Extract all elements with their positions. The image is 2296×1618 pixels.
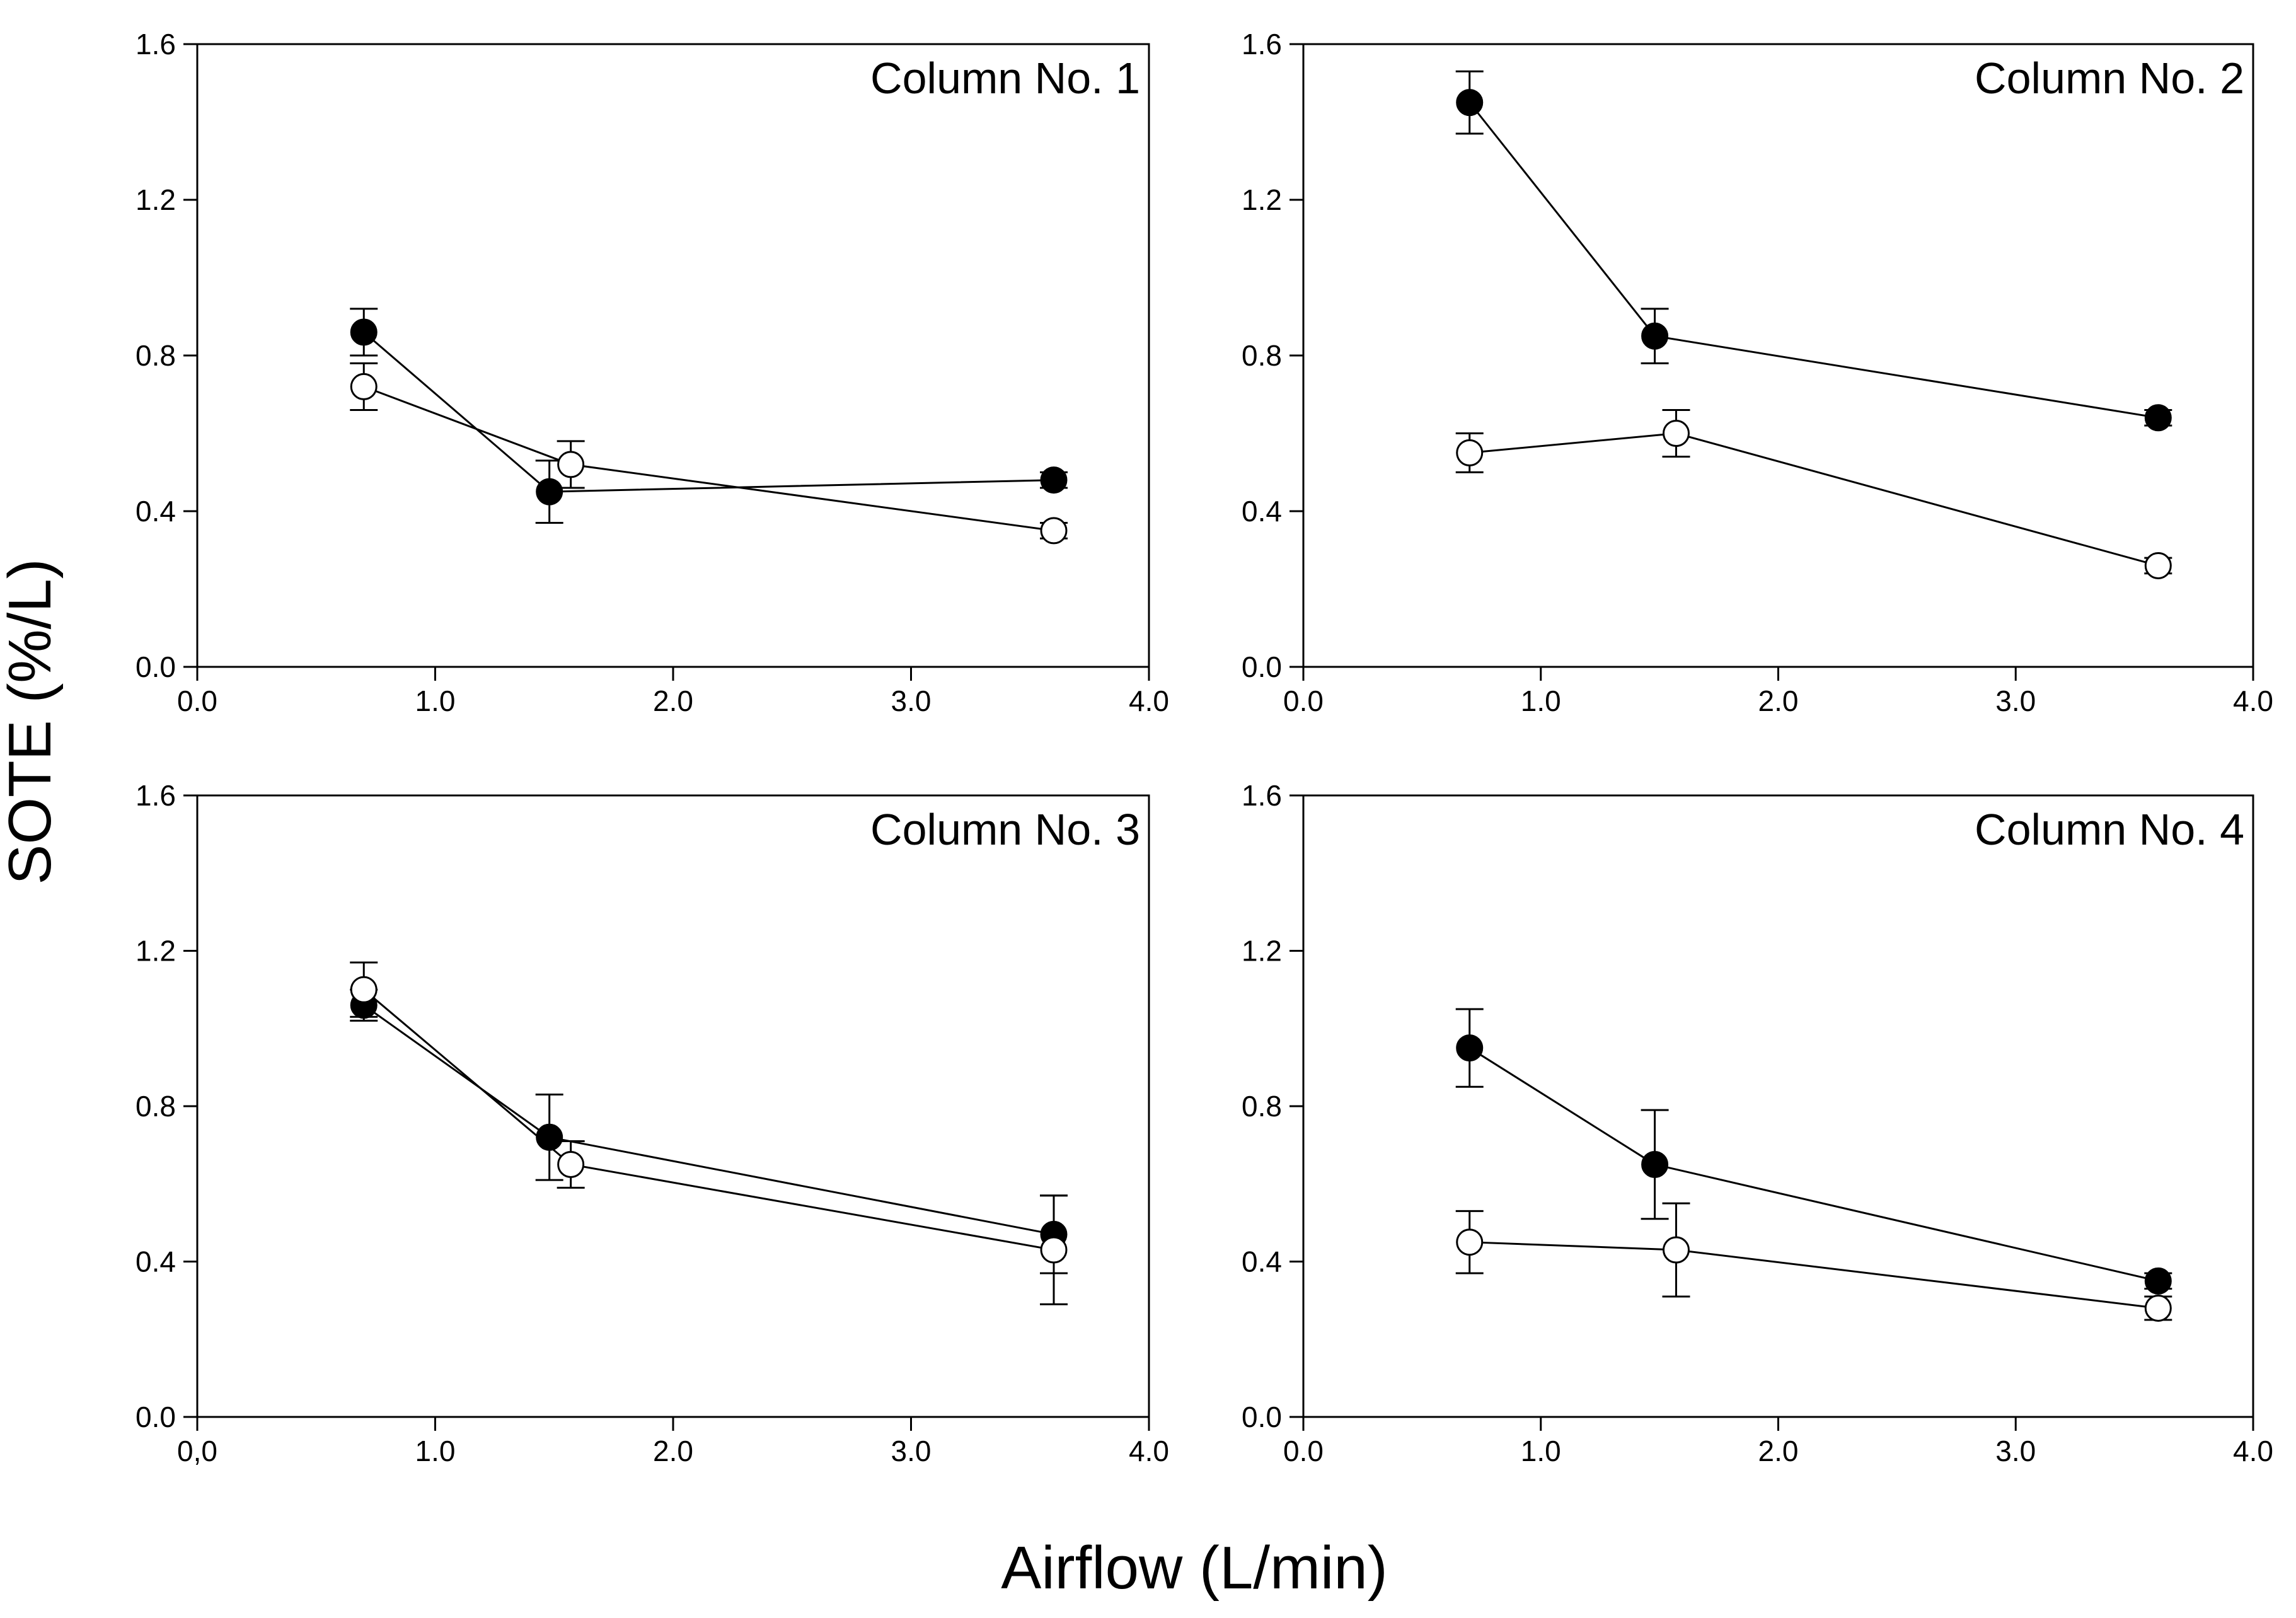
- x-tick-label: 4.0: [1129, 1435, 1169, 1467]
- series-line-open: [363, 385, 1054, 532]
- panel-3: 0,0 1.0 2.0 3.0 4.0 0.0 0.4 0.8 1.2 1.6 Column No.…: [136, 779, 1169, 1467]
- y-tick-label: 0.4: [1242, 495, 1282, 528]
- panel-4: 0.0 1.0 2.0 3.0 4.0 0.0 0.4 0.8 1.2 1.6 Column No.…: [1242, 779, 2273, 1467]
- y-tick-label: 0.8: [1242, 339, 1282, 372]
- x-tick-label: 2.0: [653, 685, 693, 717]
- x-tick-label: 0.0: [1283, 1435, 1324, 1467]
- chart-panels: 0.0 1.0 2.0 3.0 4.0 0.0 0.4 0.8 1.2 1.6 Column No.…: [136, 28, 2273, 1467]
- x-tick-label: 2.0: [1758, 1435, 1799, 1467]
- series-line-filled: [363, 331, 1054, 493]
- series-line-filled: [363, 1004, 1054, 1235]
- series-line-open: [1469, 1241, 2159, 1309]
- y-tick-label: 0.0: [136, 1401, 176, 1433]
- filled-point: [2144, 1267, 2172, 1295]
- panel-title: Column No. 1: [870, 54, 1140, 103]
- x-tick-label: 3.0: [891, 685, 932, 717]
- y-tick-label: 1.6: [1242, 779, 1282, 812]
- filled-point: [1040, 466, 1068, 494]
- y-tick-label: 0.8: [1242, 1090, 1282, 1123]
- x-tick-label: 1.0: [415, 1435, 456, 1467]
- x-axis-title: Airflow (L/min): [1001, 1534, 1387, 1602]
- y-tick-label: 1.2: [1242, 935, 1282, 968]
- y-tick-label: 1.2: [136, 935, 176, 968]
- open-point: [350, 373, 378, 400]
- x-tick-label: 3.0: [1995, 685, 2036, 717]
- y-tick-label: 1.6: [1242, 28, 1282, 61]
- y-tick-label: 1.2: [1242, 183, 1282, 216]
- series-line-open: [363, 988, 1054, 1251]
- y-tick-label: 0.8: [136, 1090, 176, 1123]
- open-point: [1456, 439, 1484, 466]
- filled-point: [2144, 404, 2172, 432]
- filled-point: [1641, 1150, 1669, 1178]
- series-line-filled: [1468, 101, 2159, 419]
- x-tick-label: 1.0: [415, 685, 456, 717]
- y-tick-label: 1.6: [136, 28, 176, 61]
- panel-2: 0.0 1.0 2.0 3.0 4.0 0.0 0.4 0.8 1.2 1.6 Column No.…: [1242, 28, 2273, 717]
- x-tick-label: 0,0: [177, 1435, 217, 1467]
- panel-title: Column No. 3: [870, 805, 1140, 854]
- panel-1: 0.0 1.0 2.0 3.0 4.0 0.0 0.4 0.8 1.2 1.6 Column No.…: [136, 28, 1169, 717]
- x-tick-label: 2.0: [653, 1435, 693, 1467]
- y-axis-title: SOTE (%/L): [0, 558, 64, 884]
- series-line-open: [1469, 432, 2159, 567]
- filled-point: [536, 478, 563, 506]
- open-point: [2144, 1294, 2172, 1322]
- open-point: [1662, 420, 1690, 447]
- open-point: [1456, 1228, 1484, 1256]
- y-tick-label: 0.0: [1242, 650, 1282, 683]
- y-tick-label: 0.4: [136, 495, 176, 528]
- panel-title: Column No. 4: [1975, 805, 2244, 854]
- open-point: [1040, 517, 1068, 545]
- x-tick-label: 3.0: [891, 1435, 932, 1467]
- filled-point: [1456, 89, 1484, 117]
- open-point: [557, 451, 585, 478]
- y-tick-label: 0.0: [1242, 1401, 1282, 1433]
- y-tick-label: 0.0: [136, 650, 176, 683]
- panel-title: Column No. 2: [1975, 54, 2244, 103]
- x-tick-label: 1.0: [1521, 1435, 1561, 1467]
- y-tick-label: 0.8: [136, 339, 176, 372]
- y-tick-label: 1.6: [136, 779, 176, 812]
- x-tick-label: 4.0: [2233, 685, 2273, 717]
- open-point: [1662, 1236, 1690, 1264]
- open-point: [557, 1150, 585, 1178]
- y-tick-label: 1.2: [136, 183, 176, 216]
- filled-point: [1456, 1034, 1484, 1062]
- x-tick-label: 4.0: [2233, 1435, 2273, 1467]
- filled-point: [536, 1123, 563, 1151]
- open-point: [1040, 1236, 1068, 1264]
- x-tick-label: 4.0: [1129, 685, 1169, 717]
- open-point: [350, 976, 378, 1003]
- open-point: [2144, 552, 2172, 579]
- plot-frame: [196, 43, 1150, 668]
- plot-frame: [196, 794, 1150, 1418]
- filled-point: [350, 318, 378, 346]
- x-tick-label: 3.0: [1995, 1435, 2036, 1467]
- y-tick-label: 0.4: [136, 1245, 176, 1278]
- filled-point: [1641, 322, 1669, 350]
- x-tick-label: 0.0: [177, 685, 217, 717]
- x-tick-label: 1.0: [1521, 685, 1561, 717]
- plot-frame: [1302, 794, 2254, 1418]
- x-tick-label: 0.0: [1283, 685, 1324, 717]
- x-tick-label: 2.0: [1758, 685, 1799, 717]
- y-tick-label: 0.4: [1242, 1245, 1282, 1278]
